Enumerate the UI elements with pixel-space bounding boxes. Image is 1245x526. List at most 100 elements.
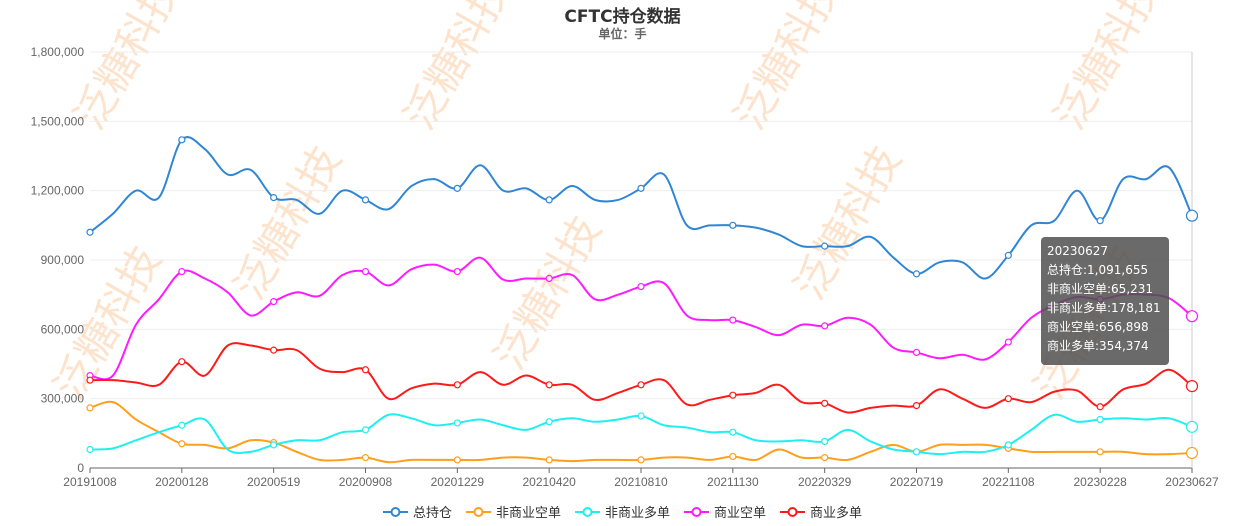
legend-line-circle-icon: [780, 506, 806, 517]
legend-line-circle-icon: [574, 506, 600, 517]
y-tick-label: 1,800,000: [31, 45, 85, 59]
x-tick-label: 20210810: [614, 475, 668, 489]
data-point: [178, 421, 186, 429]
data-point: [86, 228, 94, 236]
data-point: [453, 381, 461, 389]
data-point: [821, 454, 829, 462]
tooltip-line: 非商业多单:178,181: [1047, 301, 1161, 315]
data-point: [729, 452, 737, 461]
data-point: [178, 267, 186, 276]
data-point: [270, 346, 278, 354]
data-point: [361, 366, 370, 374]
data-point: [178, 358, 186, 366]
legend-line-circle-icon: [684, 506, 709, 517]
x-tick-label: 20191008: [63, 475, 117, 489]
data-point: [821, 437, 829, 446]
x-tick-label: 20201229: [431, 475, 485, 489]
data-point: [545, 456, 553, 464]
data-point: [1004, 441, 1012, 449]
x-tick-label: 20230627: [1165, 475, 1219, 489]
data-point: [1096, 217, 1104, 225]
legend-label: 商业多单: [810, 506, 863, 521]
tooltip-line: 总持仓:1,091,655: [1047, 263, 1149, 277]
chart-title: CFTC持仓数据: [564, 7, 681, 27]
data-point: [270, 298, 278, 306]
data-point: [1185, 209, 1199, 222]
x-tick-label: 20211130: [707, 475, 759, 489]
data-point: [1096, 415, 1104, 424]
legend-item[interactable]: 非商业空单: [465, 502, 561, 521]
chart-subtitle: 单位：手: [598, 27, 647, 41]
y-tick-label: 900,000: [41, 253, 85, 267]
x-tick-label: 20200519: [247, 475, 301, 489]
tooltip-line: 商业多单:354,374: [1047, 339, 1149, 353]
data-point: [1004, 338, 1012, 346]
watermark-text: 泛糖科技: [484, 208, 610, 378]
legend: 总持仓 非商业空单 非商业多单 商业空单 商业多单: [0, 502, 1245, 521]
data-point: [637, 184, 645, 192]
data-point: [729, 428, 737, 436]
data-point: [729, 221, 737, 229]
data-point: [86, 376, 94, 384]
tooltip: 20230627 总持仓:1,091,655 非商业空单:65,231 非商业多…: [1041, 237, 1169, 365]
data-point: [178, 440, 186, 448]
data-point: [545, 418, 553, 426]
x-tick-label: 20200908: [339, 475, 393, 489]
data-point: [545, 196, 553, 204]
data-point: [1096, 403, 1104, 411]
y-tick-label: 0: [77, 461, 84, 475]
x-tick-label: 20220329: [798, 475, 852, 489]
data-point: [1004, 395, 1012, 403]
data-point: [361, 196, 370, 204]
x-tick-label: 20220719: [890, 475, 944, 489]
watermark-text: 泛糖科技: [224, 138, 350, 308]
legend-item[interactable]: 总持仓: [382, 502, 452, 521]
data-point: [361, 426, 370, 434]
data-point: [361, 454, 370, 462]
data-point: [912, 270, 921, 278]
data-point: [453, 184, 461, 192]
data-point: [1185, 420, 1199, 433]
data-point: [453, 267, 461, 276]
data-point: [86, 404, 94, 412]
data-point: [912, 448, 921, 456]
data-point: [1185, 380, 1199, 393]
legend-label: 非商业空单: [495, 506, 561, 521]
y-tick-label: 1,200,000: [31, 184, 85, 198]
data-point: [545, 381, 553, 389]
legend-line-circle-icon: [465, 506, 491, 517]
data-point: [86, 445, 94, 454]
data-point: [545, 274, 553, 283]
series-line-非商业多单: [89, 413, 1193, 456]
y-tick-label: 1,500,000: [31, 114, 85, 128]
data-point: [1185, 446, 1199, 460]
data-point: [361, 267, 370, 276]
data-point: [453, 419, 461, 427]
data-point: [453, 456, 461, 464]
legend-line-circle-icon: [382, 506, 408, 517]
data-point: [821, 399, 829, 407]
legend-item[interactable]: 商业空单: [684, 502, 766, 521]
data-point: [1004, 251, 1012, 259]
data-point: [729, 316, 737, 324]
data-point: [637, 381, 645, 389]
legend-item[interactable]: 商业多单: [780, 502, 862, 521]
data-point: [637, 282, 645, 291]
data-point: [1185, 310, 1199, 323]
data-point: [821, 322, 829, 330]
x-tick-label: 20210420: [522, 475, 576, 489]
data-point: [270, 194, 278, 202]
tooltip-line: 非商业空单:65,231: [1047, 282, 1154, 296]
data-point: [1096, 448, 1104, 456]
watermark-text: 泛糖科技: [784, 138, 910, 308]
legend-label: 总持仓: [412, 506, 452, 521]
legend-item[interactable]: 非商业多单: [574, 502, 670, 521]
x-tick-label: 20230228: [1073, 475, 1127, 489]
data-point: [178, 136, 186, 144]
tooltip-date: 20230627: [1047, 244, 1109, 258]
data-point: [912, 402, 921, 410]
tooltip-line: 商业空单:656,898: [1047, 320, 1149, 334]
data-point: [912, 348, 921, 357]
data-point: [637, 412, 645, 420]
data-point: [270, 441, 278, 449]
